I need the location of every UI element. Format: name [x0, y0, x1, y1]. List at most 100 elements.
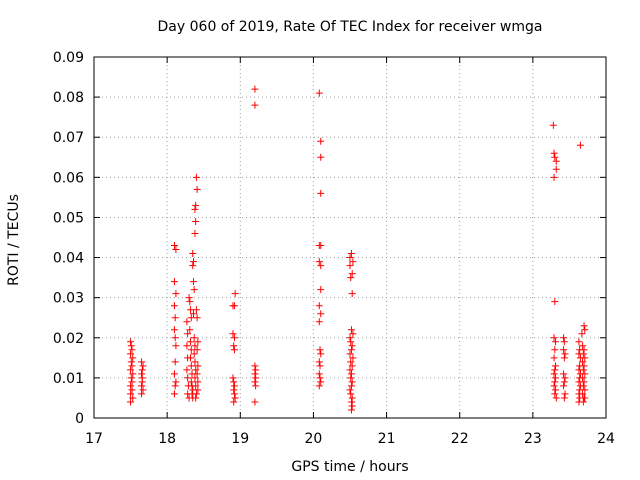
- data-point: [186, 326, 194, 334]
- data-point: [581, 354, 589, 362]
- data-point: [316, 374, 324, 382]
- data-point: [552, 386, 560, 394]
- y-tick-label: 0.06: [53, 170, 84, 186]
- data-point: [128, 346, 136, 354]
- data-point: [551, 378, 559, 386]
- data-point: [579, 366, 587, 374]
- data-point: [560, 346, 568, 354]
- data-point: [171, 334, 179, 342]
- data-point: [138, 366, 146, 374]
- data-point: [184, 374, 192, 382]
- data-point: [170, 242, 178, 250]
- x-tick-label: 22: [451, 431, 469, 447]
- data-point: [346, 386, 354, 394]
- data-point: [194, 362, 202, 370]
- data-point: [579, 374, 587, 382]
- data-point: [578, 330, 586, 338]
- y-tick-label: 0.04: [53, 251, 84, 267]
- data-point: [346, 350, 354, 358]
- data-point: [576, 141, 584, 149]
- data-point: [230, 398, 238, 406]
- data-point: [315, 318, 323, 326]
- data-point: [170, 326, 178, 334]
- data-point: [139, 386, 147, 394]
- data-point: [579, 382, 587, 390]
- data-point: [579, 398, 587, 406]
- data-point: [187, 362, 195, 370]
- data-point: [317, 286, 325, 294]
- data-point: [193, 185, 201, 193]
- data-point: [317, 189, 325, 197]
- data-point: [187, 378, 195, 386]
- y-tick-label: 0.03: [53, 291, 84, 307]
- data-point: [575, 338, 583, 346]
- data-point: [172, 246, 180, 254]
- data-point: [191, 374, 199, 382]
- data-point: [347, 346, 355, 354]
- data-point: [128, 378, 136, 386]
- data-point: [347, 370, 355, 378]
- data-point: [229, 374, 237, 382]
- data-point: [317, 350, 325, 358]
- data-point: [183, 342, 191, 350]
- data-point: [192, 382, 200, 390]
- data-point: [187, 338, 195, 346]
- data-point: [230, 346, 238, 354]
- data-point: [127, 350, 135, 358]
- data-point: [552, 362, 560, 370]
- data-point: [230, 342, 238, 350]
- data-point: [316, 346, 324, 354]
- data-point: [189, 262, 197, 270]
- data-point: [552, 165, 560, 173]
- data-point: [193, 370, 201, 378]
- data-point: [551, 346, 559, 354]
- x-tick-label: 24: [597, 431, 615, 447]
- data-point: [230, 302, 238, 310]
- data-point: [230, 382, 238, 390]
- data-point: [127, 358, 135, 366]
- data-point: [346, 334, 354, 342]
- data-point: [550, 370, 558, 378]
- grid-lines: [94, 57, 606, 418]
- data-point: [189, 278, 197, 286]
- data-point: [189, 250, 197, 258]
- data-point: [560, 394, 568, 402]
- data-point: [190, 350, 198, 358]
- data-point: [138, 378, 146, 386]
- data-point: [127, 398, 135, 406]
- data-point: [183, 318, 191, 326]
- data-point: [191, 358, 199, 366]
- data-point: [552, 338, 560, 346]
- data-point: [552, 157, 560, 165]
- data-point: [172, 378, 180, 386]
- data-point: [346, 366, 354, 374]
- data-point: [347, 390, 355, 398]
- data-point: [316, 362, 324, 370]
- data-point: [580, 362, 588, 370]
- data-point: [129, 394, 137, 402]
- data-point: [346, 254, 354, 262]
- data-point: [194, 338, 202, 346]
- data-point: [127, 382, 135, 390]
- data-point: [252, 374, 260, 382]
- data-point: [348, 342, 356, 350]
- data-point: [550, 382, 558, 390]
- data-point: [317, 153, 325, 161]
- data-point: [187, 306, 195, 314]
- data-point: [580, 322, 588, 330]
- data-point: [193, 314, 201, 322]
- data-point: [231, 394, 239, 402]
- y-tick-label: 0.01: [53, 371, 84, 387]
- data-point: [194, 386, 202, 394]
- data-point: [349, 330, 357, 338]
- data-point: [348, 290, 356, 298]
- data-point: [138, 358, 146, 366]
- data-point: [252, 382, 260, 390]
- y-tick-label: 0.09: [53, 50, 84, 66]
- y-axis-label: ROTI / TECUs: [6, 194, 22, 286]
- x-tick-label: 19: [231, 431, 249, 447]
- data-point: [128, 362, 136, 370]
- data-point: [550, 173, 558, 181]
- data-point: [127, 366, 135, 374]
